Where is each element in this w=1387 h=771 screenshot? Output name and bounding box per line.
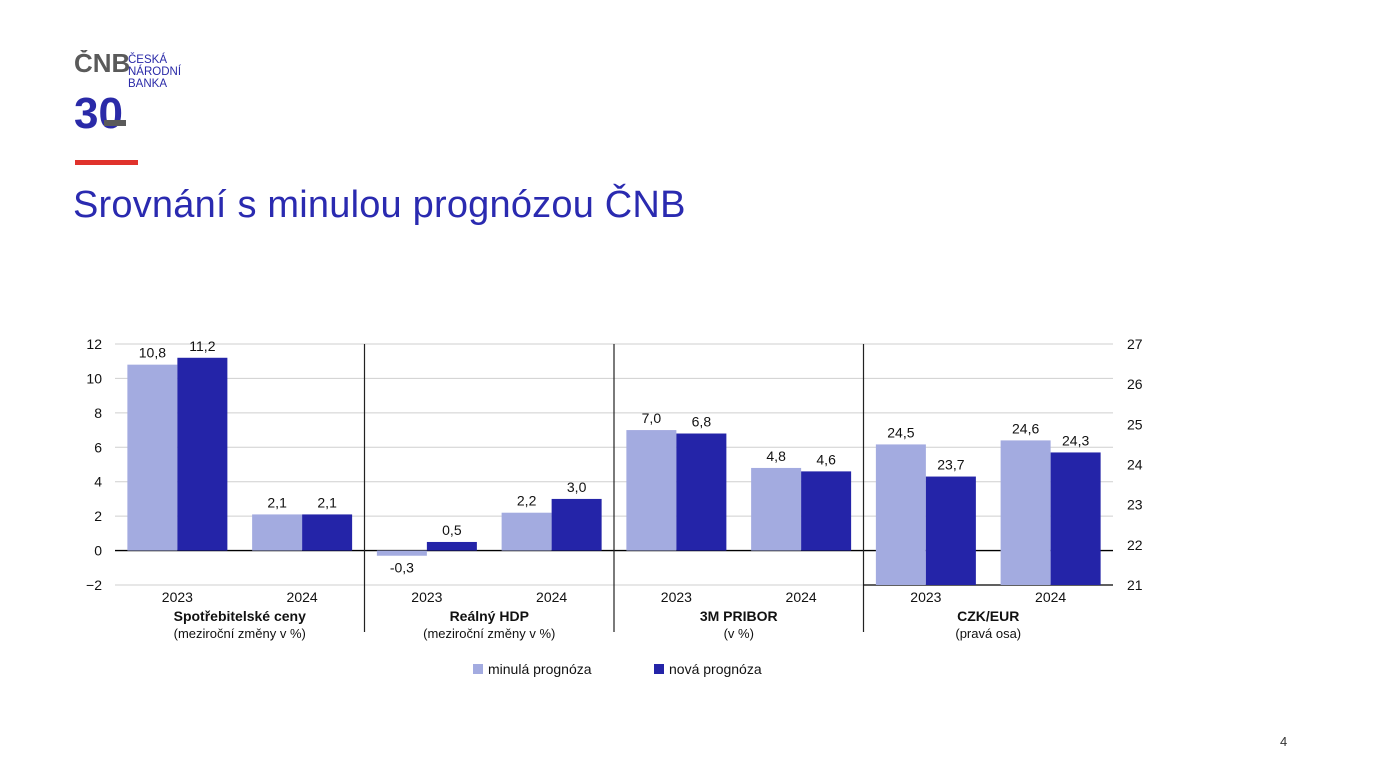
page-title: Srovnání s minulou prognózou ČNB — [73, 184, 686, 226]
category-label: 2024 — [786, 589, 817, 605]
bar — [501, 512, 552, 551]
left-axis-tick-label: 6 — [94, 439, 102, 455]
bar — [1000, 440, 1051, 585]
data-label: 23,7 — [937, 457, 964, 473]
legend-swatch — [473, 664, 483, 674]
data-label: 24,5 — [887, 424, 914, 440]
category-label: 2023 — [661, 589, 692, 605]
data-label: 3,0 — [567, 479, 587, 495]
group-subtitle: (pravá osa) — [955, 626, 1021, 641]
bar — [127, 364, 178, 551]
bar — [551, 498, 602, 551]
right-axis-tick-label: 25 — [1127, 416, 1143, 432]
data-label: 2,1 — [267, 494, 287, 510]
data-label: 2,1 — [317, 494, 337, 510]
bar — [676, 433, 727, 551]
data-label: 0,5 — [442, 522, 462, 538]
right-axis-tick-label: 27 — [1127, 336, 1143, 352]
page-number: 4 — [1280, 734, 1288, 749]
left-axis-tick-label: 0 — [94, 543, 102, 559]
category-label: 2023 — [411, 589, 442, 605]
category-label: 2024 — [536, 589, 567, 605]
data-label: 24,6 — [1012, 420, 1039, 436]
right-axis-tick-label: 26 — [1127, 376, 1143, 392]
category-label: 2024 — [1035, 589, 1066, 605]
category-label: 2023 — [162, 589, 193, 605]
left-axis-tick-label: 4 — [94, 474, 102, 490]
group-title: 3M PRIBOR — [700, 608, 778, 624]
bar — [376, 550, 427, 556]
logo-line-1: ČESKÁ — [128, 53, 167, 66]
data-label: 11,2 — [189, 338, 215, 354]
bar — [801, 471, 852, 551]
right-axis-tick-label: 23 — [1127, 497, 1143, 513]
logo-line-3: BANKA — [128, 78, 167, 90]
left-axis-tick-label: 8 — [94, 405, 102, 421]
logo-line-2: NÁRODNÍ — [128, 65, 182, 78]
group-subtitle: (meziroční změny v %) — [423, 626, 555, 641]
bar — [252, 514, 303, 551]
category-label: 2024 — [287, 589, 318, 605]
data-label: 4,8 — [766, 448, 786, 464]
category-label: 2023 — [910, 589, 941, 605]
bar — [925, 476, 976, 585]
group-title: Spotřebitelské ceny — [174, 608, 306, 624]
group-subtitle: (meziroční změny v %) — [174, 626, 306, 641]
logo-underline — [104, 120, 126, 126]
data-label: 7,0 — [642, 410, 662, 426]
data-label: 6,8 — [692, 414, 712, 430]
group-title: Reálný HDP — [450, 608, 529, 624]
left-axis-tick-label: 12 — [86, 336, 102, 352]
bar — [426, 541, 477, 551]
left-axis-tick-label: 10 — [86, 370, 102, 386]
bar — [626, 430, 677, 551]
title-accent-line — [75, 160, 138, 165]
data-label: 10,8 — [139, 345, 166, 361]
right-axis-tick-label: 22 — [1127, 537, 1143, 553]
data-label: 24,3 — [1062, 432, 1089, 448]
cnb-30-logo: ČNB 30 ČESKÁ NÁRODNÍ BANKA — [74, 50, 182, 138]
right-axis-tick-label: 24 — [1127, 457, 1143, 473]
legend-label: minulá prognóza — [488, 661, 592, 677]
data-label: 2,2 — [517, 493, 537, 509]
group-subtitle: (v %) — [724, 626, 754, 641]
logo-mark: ČNB — [74, 50, 130, 78]
data-label: 4,6 — [816, 451, 836, 467]
bar — [302, 514, 353, 551]
data-label: -0,3 — [390, 560, 414, 576]
legend-label: nová prognóza — [669, 661, 762, 677]
legend-swatch — [654, 664, 664, 674]
bar — [751, 467, 802, 551]
group-title: CZK/EUR — [957, 608, 1019, 624]
left-axis-tick-label: 2 — [94, 508, 102, 524]
right-axis-tick-label: 21 — [1127, 577, 1143, 593]
left-axis-tick-label: −2 — [86, 577, 102, 593]
bar — [177, 357, 228, 551]
bar — [1050, 452, 1101, 585]
logo-number: 30 — [74, 89, 123, 138]
bar — [875, 444, 926, 585]
